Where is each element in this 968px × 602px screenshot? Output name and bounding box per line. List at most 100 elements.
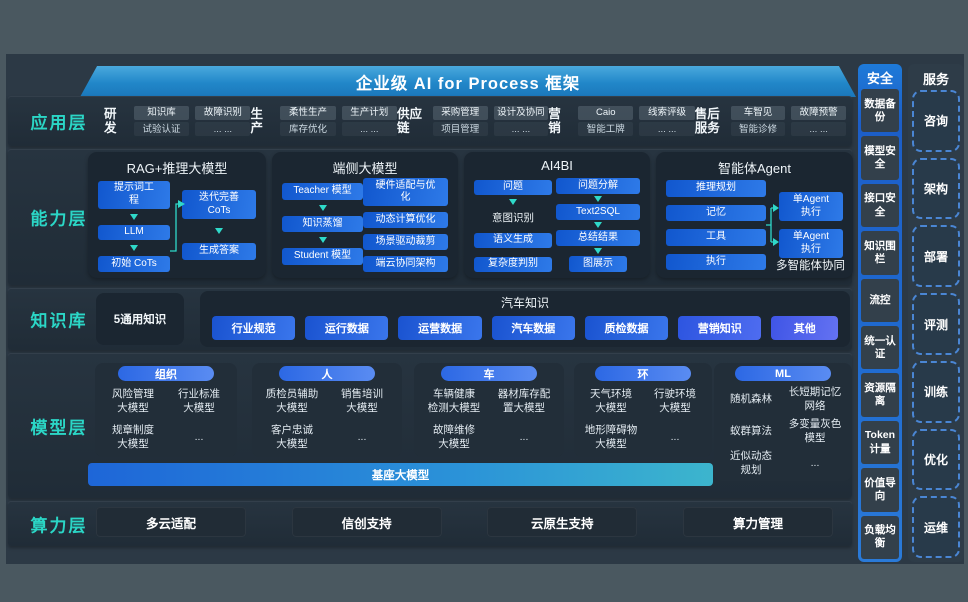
arrow-down-icon	[594, 196, 602, 202]
service-item: 部署	[912, 225, 960, 288]
framework-title: 企业级 AI for Process 框架	[355, 74, 581, 93]
model-card: 风险管理 大模型	[112, 388, 154, 414]
knowledge-layer-label: 知识库	[30, 311, 88, 331]
model-card: ...	[519, 430, 529, 443]
knowledge-chip: 运营数据	[398, 316, 482, 340]
security-item: 接口安全	[861, 183, 899, 228]
application-chip: 设计及协同 ... ...	[493, 105, 549, 137]
service-item: 运维	[912, 496, 960, 559]
compute-item: 算力管理	[682, 507, 833, 537]
security-item: 流控	[861, 278, 899, 323]
application-chip: 柔性生产 库存优化	[280, 105, 336, 137]
framework-title-banner: 企业级 AI for Process 框架	[80, 66, 856, 97]
flow-chip: 提示词工 程	[98, 181, 170, 209]
general-knowledge-box: 5通用知识	[96, 293, 184, 345]
flow-chip: 问题	[474, 180, 552, 195]
application-group-name: 生产	[250, 106, 263, 135]
application-chip: 故障识别 ... ...	[195, 105, 251, 137]
application-chip: 故障预警 ... ...	[791, 105, 846, 137]
application-chip-bottom: ... ...	[493, 122, 549, 137]
model-group-pill: ML	[735, 366, 831, 381]
knowledge-chips: 行业规范 运行数据 运营数据 汽车数据 质检数据 营销知识 其他	[212, 316, 838, 340]
application-chip-bottom: 智能诊修	[730, 122, 786, 137]
knowledge-chip: 其他	[771, 316, 838, 340]
application-chip-top: 线索评级	[639, 105, 695, 120]
service-item: 优化	[912, 428, 960, 491]
model-card: 随机森林	[730, 392, 772, 405]
security-column-title: 安全	[866, 71, 893, 86]
capability-box-ai4bi: AI4BI 问题 意图识别 语义生成 复杂度判别 问题分解 Text2SQL 总…	[464, 152, 650, 278]
security-item: Token计量	[861, 420, 899, 465]
model-group-environment: 环 天气环境 大模型 行驶环境 大模型 地形障碍物 大模型...	[574, 363, 712, 457]
flow-chip: 图展示	[568, 256, 628, 272]
security-item: 数据备份	[861, 89, 899, 133]
application-group: 生产 柔性生产 库存优化 生产计划 ... ...	[250, 105, 397, 137]
model-card: 规章制度 大模型	[112, 424, 154, 450]
model-card: 故障维修 大模型	[433, 424, 475, 450]
flow-step-label: 意图识别	[492, 212, 534, 224]
capability-box-title: AI4BI	[541, 158, 573, 173]
service-item: 评测	[912, 293, 960, 355]
flow-chip: 场景驱动裁剪	[363, 234, 448, 250]
capability-box-edge: 端侧大模型 Teacher 模型 知识蒸馏 Student 模型 硬件适配与优 …	[272, 152, 458, 278]
flow-chip: Text2SQL	[556, 204, 640, 220]
flow-chip: 端云协同架构	[363, 256, 448, 272]
application-chip-bottom: ... ...	[195, 122, 251, 137]
application-chip-top: 故障识别	[195, 105, 251, 120]
model-card: 天气环境 大模型	[590, 388, 632, 414]
compute-layer-label: 算力层	[30, 516, 88, 535]
arrow-down-icon	[318, 237, 327, 243]
application-chip: 线索评级 ... ...	[639, 105, 695, 137]
flow-chip: Student 模型	[282, 248, 364, 265]
compute-item: 信创支持	[291, 507, 442, 537]
model-card: 客户忠诚 大模型	[271, 424, 313, 450]
model-card: ...	[670, 430, 680, 443]
arrow-down-icon	[509, 199, 517, 205]
application-group: 营销 Caio 智能工牌 线索评级 ... ...	[548, 105, 695, 137]
capability-box-title: 端侧大模型	[332, 161, 398, 176]
compute-items: 多云适配 信创支持 云原生支持 算力管理	[96, 507, 833, 537]
flow-chip: 知识蒸馏	[282, 215, 364, 232]
service-item: 训练	[912, 360, 960, 423]
model-group-pill: 车	[441, 366, 537, 381]
application-chip-bottom: ... ...	[791, 122, 846, 137]
flow-chip: 生成答案	[182, 243, 256, 260]
flow-chip: 硬件适配与优 化	[363, 178, 448, 206]
service-item: 咨询	[912, 90, 960, 152]
application-chip-top: 故障预警	[791, 105, 846, 120]
model-card: 多变量灰色 模型	[788, 418, 842, 444]
compute-item: 云原生支持	[487, 507, 638, 537]
application-groups: 研发 知识库 试验认证 故障识别 ... ... 生产 柔性生产 库存优化 生产…	[104, 96, 846, 146]
application-chip-top: 生产计划	[341, 105, 397, 120]
model-layer-label: 模型层	[30, 418, 88, 437]
flow-chip: 总结结果	[556, 230, 640, 246]
knowledge-chip: 运行数据	[305, 316, 389, 340]
service-column: 服务 咨询 架构 部署 评测 训练 优化 运维	[908, 64, 964, 562]
model-card: ...	[357, 430, 367, 443]
service-item: 架构	[912, 157, 960, 220]
auto-knowledge-title: 汽车知识	[500, 296, 549, 310]
model-card: 销售培训 大模型	[341, 388, 383, 414]
knowledge-chip: 汽车数据	[491, 316, 575, 340]
model-group-pill: 组织	[118, 366, 214, 381]
arrow-down-icon	[130, 213, 138, 220]
capability-box-rag: RAG+推理大模型 提示词工 程 LLM 初始 CoTs 迭代完善 CoTs 生…	[88, 152, 266, 278]
flow-chip: 工具	[666, 229, 766, 246]
model-card: 地形障碍物 大模型	[584, 424, 638, 450]
flow-chip: LLM	[98, 224, 170, 241]
flow-chip: 单Agent 执行	[779, 229, 843, 258]
security-item: 价值导向	[861, 468, 899, 512]
application-chip-bottom: 试验认证	[133, 122, 190, 137]
model-card: 行业标准 大模型	[178, 388, 220, 414]
knowledge-chip: 质检数据	[584, 316, 669, 340]
arrow-down-icon	[594, 222, 602, 228]
model-group-pill: 环	[595, 366, 691, 381]
arrow-down-icon	[130, 245, 138, 252]
capability-box-title: 智能体Agent	[718, 161, 791, 176]
model-group-pill: 人	[279, 366, 375, 381]
application-layer-label: 应用层	[30, 113, 88, 133]
flow-chip: Teacher 模型	[282, 183, 364, 200]
flow-chip: 单Agent 执行	[779, 192, 843, 221]
model-card: 近似动态 规划	[730, 450, 772, 476]
